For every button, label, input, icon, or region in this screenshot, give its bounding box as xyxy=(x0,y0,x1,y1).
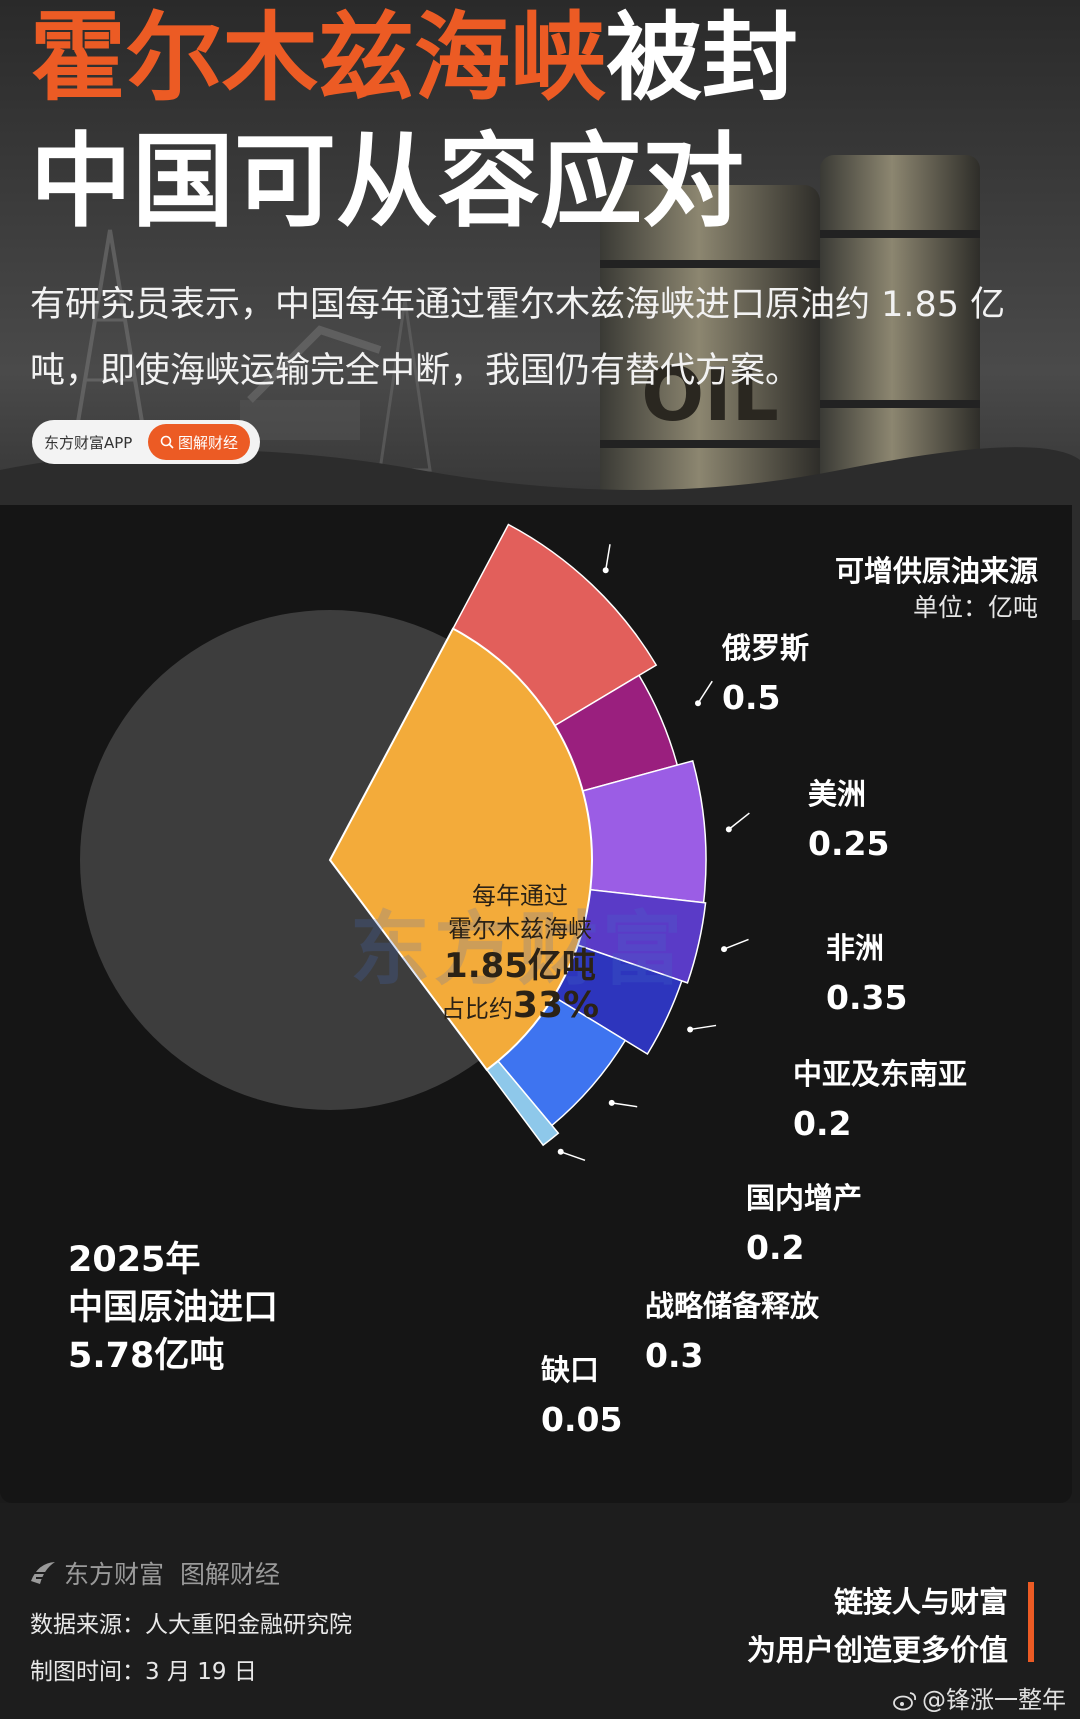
leader-line-gap xyxy=(560,1151,586,1162)
headline-highlight: 霍尔木兹海峡 xyxy=(30,2,606,114)
segment-name: 缺口 xyxy=(541,1353,600,1387)
footer-brand-name: 东方财富 xyxy=(64,1560,165,1589)
data-source: 数据来源：人大重阳金融研究院 xyxy=(30,1612,352,1638)
footer-section: 图解财经 xyxy=(180,1560,281,1589)
slogan-line-2: 为用户创造更多价值 xyxy=(746,1633,1008,1667)
segment-label-africa: 非洲 0.35 xyxy=(826,931,908,1017)
segment-value: 0.5 xyxy=(722,678,781,717)
footer-brand: 东方财富 图解财经 xyxy=(28,1555,280,1591)
watermark: 东方财富 xyxy=(350,903,686,996)
headline-line-2: 中国可从容应对 xyxy=(30,123,744,242)
footer xyxy=(0,1503,1080,1719)
leader-line-domestic xyxy=(690,1024,717,1031)
segment-name: 中亚及东南亚 xyxy=(793,1057,968,1091)
segment-label-russia: 俄罗斯 0.5 xyxy=(722,631,810,717)
segment-name: 战略储备释放 xyxy=(645,1289,820,1323)
leader-line-africa xyxy=(728,812,750,830)
oil-barrel-icon: OIL xyxy=(600,155,980,515)
segment-value: 0.25 xyxy=(808,824,890,863)
brand-pill: 东方财富APP 图解财经 xyxy=(32,420,260,464)
chart-svg xyxy=(80,523,750,1162)
headline-suffix: 被封 xyxy=(606,2,798,114)
hormuz-percent-value: 33% xyxy=(512,985,600,1026)
leader-dot-central-se-asia xyxy=(721,946,728,953)
chart-title: 可增供原油来源 xyxy=(834,554,1038,588)
leader-dot-russia xyxy=(602,567,609,574)
leader-line-reserve xyxy=(611,1102,638,1108)
hormuz-label-line-1: 每年通过 xyxy=(472,882,568,910)
leader-line-americas xyxy=(697,680,713,704)
hormuz-percent-prefix: 占比约 xyxy=(440,995,513,1023)
chart-date: 制图时间：3 月 19 日 xyxy=(30,1659,257,1685)
segment-name: 俄罗斯 xyxy=(722,631,810,665)
hormuz-percent: 占比约33% xyxy=(420,986,620,1029)
segment-name: 美洲 xyxy=(808,777,867,811)
brand-logo-icon xyxy=(31,1562,55,1584)
slogan: 链接人与财富 为用户创造更多价值 xyxy=(747,1578,1008,1674)
hormuz-volume: 1.85亿吨 xyxy=(444,946,596,986)
segment-name: 非洲 xyxy=(826,931,885,965)
leader-line-russia xyxy=(604,544,611,571)
segment-label-americas: 美洲 0.25 xyxy=(808,777,890,863)
segment-name: 国内增产 xyxy=(746,1181,863,1215)
leader-dot-domestic xyxy=(687,1026,694,1033)
brand-pill-tag-label: 图解财经 xyxy=(178,433,239,452)
hormuz-label-line-2: 霍尔木兹海峡 xyxy=(448,915,592,943)
weibo-icon xyxy=(893,1692,917,1711)
segment-label-domestic: 国内增产 0.2 xyxy=(746,1181,863,1267)
svg-text:OIL: OIL xyxy=(641,352,779,438)
pump-jack-icon xyxy=(240,325,382,440)
total-label: 中国原油进口 xyxy=(68,1288,279,1328)
headline-line-1: 霍尔木兹海峡被封 xyxy=(30,10,798,106)
leader-dot-americas xyxy=(695,700,702,707)
brand-pill-name: 东方财富APP xyxy=(44,433,133,452)
segment-label-reserve: 战略储备释放 0.3 xyxy=(645,1289,820,1375)
search-icon xyxy=(160,435,174,449)
leader-dot-africa xyxy=(725,826,732,833)
brand-pill-tag: 图解财经 xyxy=(148,424,251,460)
total-imports-label: 2025年 中国原油进口 5.78亿吨 xyxy=(68,1236,278,1380)
segment-value: 0.3 xyxy=(645,1336,704,1375)
segment-label-gap: 缺口 0.05 xyxy=(541,1353,623,1439)
total-year: 2025年 xyxy=(68,1240,201,1280)
segment-value: 0.2 xyxy=(746,1228,805,1267)
leader-dot-reserve xyxy=(608,1099,615,1106)
segment-value: 0.2 xyxy=(793,1104,852,1143)
leader-dot-gap xyxy=(557,1148,564,1155)
slogan-accent-bar xyxy=(1028,1582,1034,1662)
segment-label-central-se-asia: 中亚及东南亚 0.2 xyxy=(793,1057,968,1143)
slogan-line-1: 链接人与财富 xyxy=(833,1585,1008,1619)
weibo-handle: @锋涨一整年 xyxy=(892,1680,1066,1715)
segment-value: 0.35 xyxy=(826,978,908,1017)
weibo-handle-text: @锋涨一整年 xyxy=(922,1686,1066,1714)
segment-value: 0.05 xyxy=(541,1400,623,1439)
hormuz-share-label: 每年通过 霍尔木兹海峡 1.85亿吨 占比约33% xyxy=(420,880,620,1029)
chart-unit-label: 单位：亿吨 xyxy=(912,593,1038,622)
hormuz-wedge xyxy=(328,627,593,1072)
leader-line-central-se-asia xyxy=(723,938,749,950)
subtitle: 有研究员表示，中国每年通过霍尔木兹海峡进口原油约 1.85 亿吨，即使海峡运输完… xyxy=(30,285,1006,391)
total-value: 5.78亿吨 xyxy=(68,1336,225,1376)
